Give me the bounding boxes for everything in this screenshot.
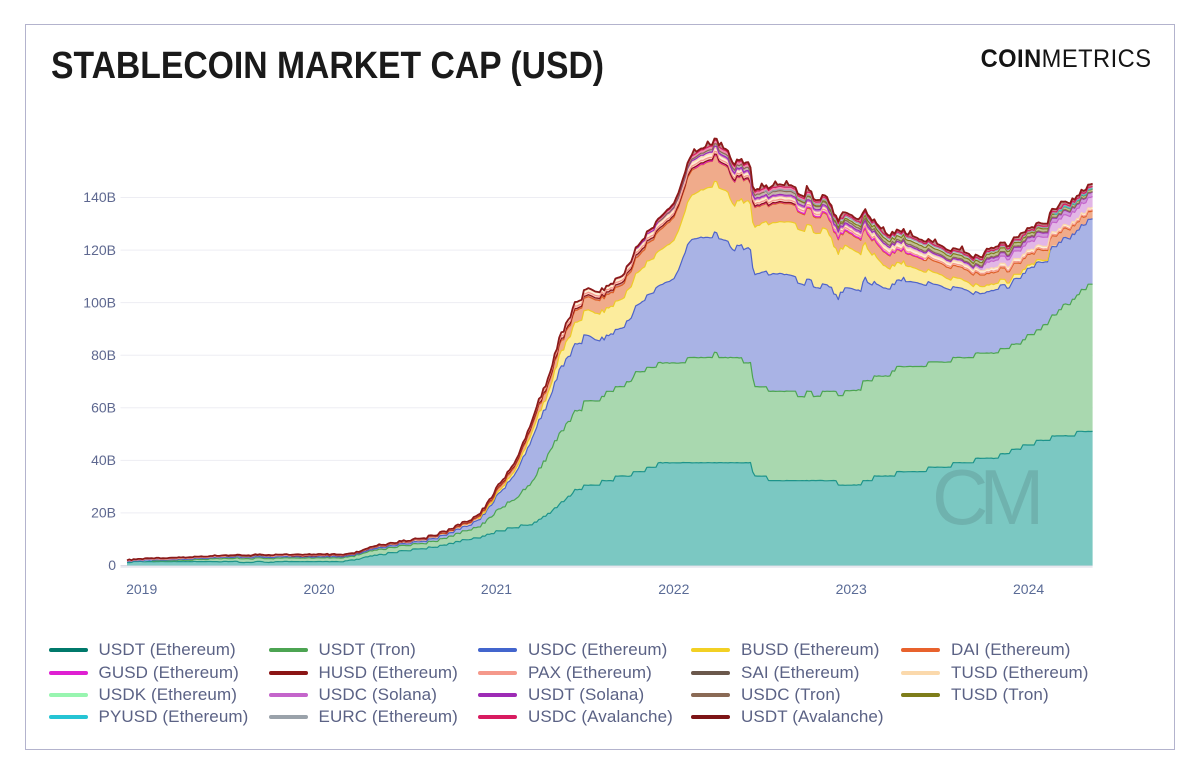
- svg-text:2019: 2019: [126, 581, 157, 597]
- svg-text:100B: 100B: [83, 294, 116, 310]
- svg-text:2024: 2024: [1013, 581, 1044, 597]
- svg-text:20B: 20B: [91, 505, 116, 521]
- svg-text:40B: 40B: [91, 452, 116, 468]
- svg-text:0: 0: [108, 557, 116, 573]
- svg-text:2021: 2021: [481, 581, 512, 597]
- svg-text:60B: 60B: [91, 400, 116, 416]
- svg-text:2023: 2023: [836, 581, 867, 597]
- svg-text:CM: CM: [932, 453, 1038, 541]
- svg-text:120B: 120B: [83, 242, 116, 258]
- svg-text:2020: 2020: [304, 581, 335, 597]
- svg-text:80B: 80B: [91, 347, 116, 363]
- svg-text:140B: 140B: [83, 189, 116, 205]
- svg-text:2022: 2022: [658, 581, 689, 597]
